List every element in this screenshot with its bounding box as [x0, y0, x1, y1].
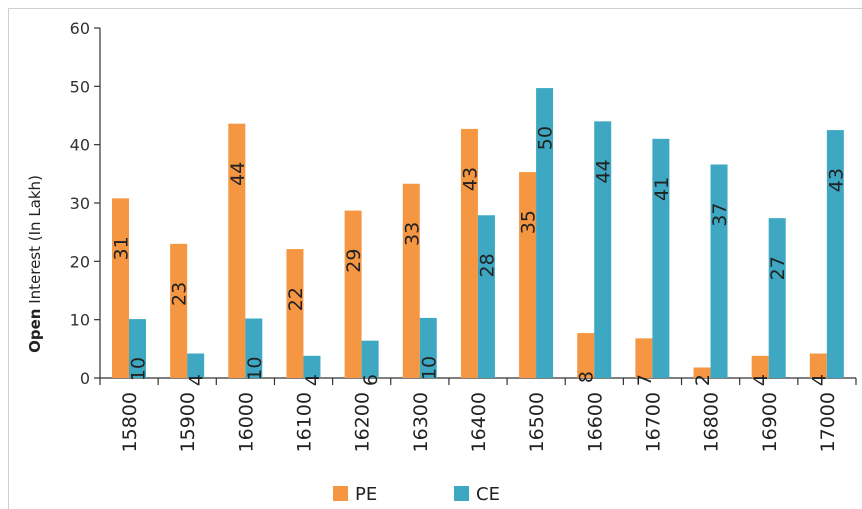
data-label-pe: 7 — [634, 374, 656, 386]
data-label-ce: 44 — [593, 159, 615, 183]
data-label-ce: 4 — [302, 374, 324, 386]
data-label-pe: 31 — [111, 236, 133, 260]
x-tick-label: 16500 — [526, 392, 548, 452]
data-label-pe: 23 — [169, 282, 191, 306]
x-tick-label: 16400 — [468, 392, 490, 452]
bar-pe — [693, 367, 711, 378]
bar-pe — [577, 333, 595, 378]
data-label-ce: 50 — [535, 126, 557, 150]
bar-pe — [228, 123, 246, 379]
data-label-ce: 10 — [418, 356, 440, 380]
bar-pe — [170, 243, 188, 378]
y-tick-label: 20 — [70, 252, 90, 271]
bar-ce — [594, 121, 612, 378]
bar-pe — [635, 338, 653, 378]
bar-pe — [519, 172, 537, 378]
legend-swatch-ce — [454, 486, 469, 501]
bar-pe — [112, 198, 129, 378]
x-tick-label: 15800 — [119, 392, 141, 452]
data-label-ce: 6 — [360, 374, 382, 386]
data-label-ce: 28 — [476, 253, 498, 277]
bar-pe — [460, 128, 478, 378]
bar-ce — [710, 164, 728, 378]
y-tick-label: 10 — [70, 311, 90, 330]
y-tick-label: 60 — [70, 19, 90, 38]
data-label-ce: 37 — [709, 203, 731, 227]
y-tick-label: 50 — [70, 77, 90, 96]
data-label-pe: 43 — [459, 167, 481, 191]
data-label-ce: 43 — [825, 168, 847, 192]
bar-ce — [768, 218, 786, 378]
bar-ce — [361, 340, 379, 378]
data-label-pe: 22 — [285, 287, 307, 311]
data-label-ce: 41 — [651, 177, 673, 201]
data-label-ce: 27 — [767, 256, 789, 280]
data-label-pe: 29 — [343, 249, 365, 273]
x-tick-label: 16600 — [584, 392, 606, 452]
bar-pe — [809, 353, 827, 378]
bar-ce — [129, 319, 146, 378]
x-tick-label: 16900 — [759, 392, 781, 452]
bar-pe — [286, 249, 304, 378]
x-tick-label: 16800 — [701, 392, 723, 452]
bar-ce — [536, 88, 554, 378]
x-tick-label: 16700 — [642, 392, 664, 452]
y-tick-label: 30 — [70, 194, 90, 213]
bar-ce — [419, 317, 437, 378]
data-label-pe: 4 — [808, 374, 830, 386]
y-tick-label: 40 — [70, 136, 90, 155]
legend-label-ce: CE — [476, 484, 500, 505]
bar-pe — [402, 183, 420, 378]
frame-border-left — [8, 8, 9, 509]
bar-pe — [751, 355, 769, 378]
y-tick-label: 0 — [80, 369, 90, 388]
y-axis-label: Open Interest (In Lakh) — [26, 175, 44, 353]
x-tick-label: 16100 — [294, 392, 316, 452]
data-label-pe: 2 — [692, 374, 714, 386]
data-label-pe: 8 — [576, 371, 598, 383]
bar-ce — [245, 318, 263, 378]
bar-ce — [652, 138, 670, 378]
bar-ce — [826, 130, 844, 378]
bar-ce — [303, 355, 321, 378]
x-tick-label: 17000 — [817, 392, 839, 452]
legend: PE CE — [333, 484, 500, 505]
x-tick-label: 15900 — [177, 392, 199, 452]
data-label-pe: 44 — [227, 162, 249, 186]
data-label-ce: 10 — [244, 357, 266, 381]
data-label-ce: 4 — [186, 374, 208, 386]
data-label-ce: 10 — [128, 357, 150, 381]
bar-ce — [477, 215, 495, 378]
data-label-pe: 4 — [750, 374, 772, 386]
legend-swatch-pe — [333, 486, 348, 501]
data-label-pe: 33 — [401, 222, 423, 246]
bar-ce — [187, 353, 205, 378]
legend-label-pe: PE — [355, 484, 377, 505]
x-tick-label: 16000 — [235, 392, 257, 452]
frame-border-top — [8, 8, 862, 9]
data-label-pe: 35 — [518, 210, 540, 234]
x-tick-label: 16300 — [410, 392, 432, 452]
bar-pe — [344, 210, 362, 378]
x-tick-label: 16200 — [352, 392, 374, 452]
y-axis: 0 10 20 30 40 50 60 — [70, 19, 101, 388]
x-axis: 15800 15900 16000 16100 16200 16300 16400 16500… — [99, 377, 857, 452]
